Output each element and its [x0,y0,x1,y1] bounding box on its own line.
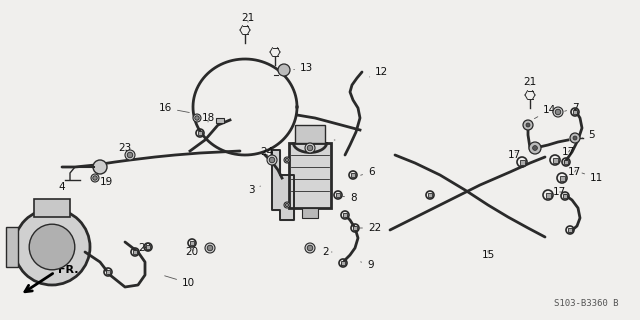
Circle shape [523,120,533,130]
Bar [133,250,137,254]
Text: 17: 17 [562,147,575,157]
Text: 3: 3 [248,185,260,195]
Circle shape [93,176,97,180]
Circle shape [570,133,580,143]
Circle shape [285,158,289,162]
Circle shape [14,209,90,285]
Bar [568,228,572,232]
Bar [564,160,568,164]
Text: 21: 21 [524,77,536,87]
Circle shape [93,160,107,174]
Bar [289,142,331,207]
Text: 24: 24 [260,147,273,157]
Circle shape [532,146,538,150]
Bar [343,213,347,217]
Bar [216,117,224,123]
Bar [295,124,324,142]
Bar [6,227,18,267]
Circle shape [195,116,199,120]
Bar [302,207,318,218]
Text: 18: 18 [202,113,215,123]
Text: FR.: FR. [58,265,79,275]
Circle shape [305,143,315,153]
Bar [552,157,557,163]
Text: 4: 4 [58,182,65,192]
Polygon shape [272,150,294,220]
Bar [106,270,110,274]
Text: 10: 10 [164,276,195,288]
Bar [34,199,70,217]
Text: 1: 1 [322,135,335,145]
Circle shape [193,114,201,122]
Bar [341,261,345,265]
Text: 20: 20 [138,243,151,253]
Circle shape [307,145,313,151]
Text: 15: 15 [481,250,495,260]
Bar [336,193,340,197]
Text: 14: 14 [534,105,556,119]
Bar [353,226,357,230]
Circle shape [556,109,561,115]
Text: 17: 17 [568,167,581,177]
Text: 20: 20 [185,247,198,257]
Bar [351,173,355,177]
Circle shape [553,107,563,117]
Bar [520,159,525,164]
Circle shape [529,142,541,154]
Bar [190,241,194,245]
Text: 17: 17 [553,187,566,197]
Circle shape [269,157,275,163]
Circle shape [278,64,290,76]
Circle shape [127,152,132,158]
Text: 11: 11 [582,173,604,183]
Bar [146,245,150,249]
Circle shape [285,203,289,207]
Text: 2: 2 [322,247,332,257]
Text: 5: 5 [582,130,595,140]
Circle shape [526,123,530,127]
Bar [563,194,567,198]
Bar [428,193,432,197]
Text: S103-B3360 B: S103-B3360 B [554,299,618,308]
Circle shape [267,155,277,165]
Circle shape [91,174,99,182]
Text: 6: 6 [361,167,374,177]
Bar [573,110,577,114]
Circle shape [284,157,290,163]
Text: 13: 13 [294,63,313,73]
Text: 21: 21 [241,13,255,23]
Text: 22: 22 [360,223,381,233]
Text: 17: 17 [508,150,521,160]
Circle shape [307,245,313,251]
Text: 19: 19 [100,177,113,187]
Text: 12: 12 [369,67,388,77]
Bar [545,193,550,197]
Text: 16: 16 [159,103,189,113]
Circle shape [125,150,135,160]
Text: 8: 8 [343,193,356,203]
Text: 23: 23 [118,143,131,153]
Circle shape [29,224,75,270]
Circle shape [305,243,315,253]
Bar [559,175,564,180]
Circle shape [205,243,215,253]
Text: 9: 9 [360,260,374,270]
Bar [198,131,202,135]
Text: 7: 7 [564,103,579,113]
Circle shape [207,245,212,251]
Circle shape [573,136,577,140]
Circle shape [284,202,290,208]
